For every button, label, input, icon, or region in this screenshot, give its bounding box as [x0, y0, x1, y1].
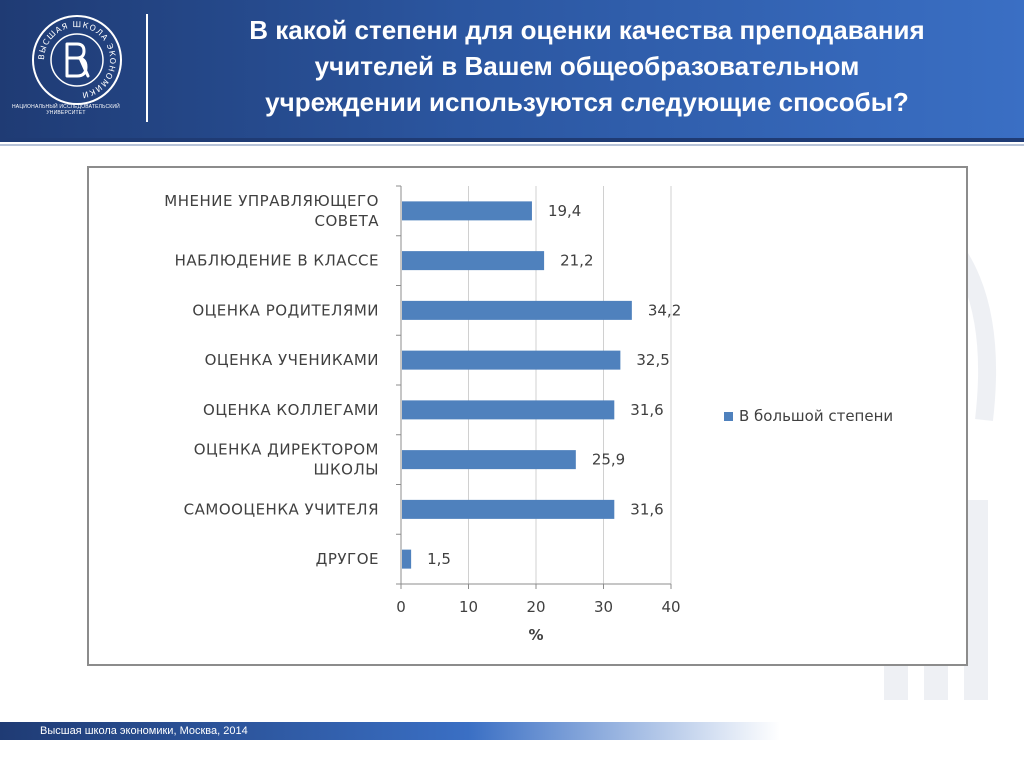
footer-bar	[0, 722, 780, 740]
category-label: ОЦЕНКА ДИРЕКТОРОМ ШКОЛЫ	[194, 441, 379, 479]
category-label: ОЦЕНКА КОЛЛЕГАМИ	[203, 401, 379, 419]
category-label-line: МНЕНИЕ УПРАВЛЯЮЩЕГО	[164, 192, 379, 210]
bar	[402, 350, 621, 370]
category-label-line: САМООЦЕНКА УЧИТЕЛЯ	[184, 500, 379, 518]
x-tick-label: 10	[459, 598, 478, 616]
category-label-line: ОЦЕНКА УЧЕНИКАМИ	[205, 351, 379, 369]
title-line: В какой степени для оценки качества преп…	[249, 15, 925, 45]
x-tick-label: 20	[526, 598, 545, 616]
bar-value-label: 31,6	[630, 500, 663, 518]
bar-value-label: 21,2	[560, 252, 593, 270]
title-line: учреждении используются следующие способ…	[265, 87, 909, 117]
header-divider	[146, 14, 148, 122]
page-title: В какой степени для оценки качества преп…	[150, 12, 1024, 120]
legend-swatch	[724, 412, 733, 421]
header-underline-light	[0, 144, 1024, 146]
header-banner	[0, 0, 1024, 138]
bar	[402, 450, 576, 470]
bar	[402, 300, 632, 320]
x-tick-label: 0	[396, 598, 406, 616]
bar-chart: 0 10 20 30 40% МНЕНИЕ УПРАВЛЯЮЩЕГО СОВЕТА 19,4 Н…	[164, 185, 893, 644]
legend-label: В большой степени	[739, 407, 893, 425]
chart-container: 0 10 20 30 40% МНЕНИЕ УПРАВЛЯЮЩЕГО СОВЕТА 19,4 Н…	[87, 166, 968, 666]
x-tick-label: 40	[661, 598, 680, 616]
category-label: МНЕНИЕ УПРАВЛЯЮЩЕГО СОВЕТА	[164, 192, 379, 230]
bar-value-label: 19,4	[548, 202, 581, 220]
category-label: САМООЦЕНКА УЧИТЕЛЯ	[184, 500, 379, 518]
category-label: ДРУГОЕ	[316, 550, 379, 568]
header-underline	[0, 138, 1024, 142]
category-label-line: НАБЛЮДЕНИЕ В КЛАССЕ	[175, 252, 379, 270]
category-label-line: ОЦЕНКА ДИРЕКТОРОМ	[194, 441, 379, 459]
category-label: ОЦЕНКА УЧЕНИКАМИ	[205, 351, 379, 369]
category-label-line: ОЦЕНКА КОЛЛЕГАМИ	[203, 401, 379, 419]
logo-caption-line1: НАЦИОНАЛЬНЫЙ ИССЛЕДОВАТЕЛЬСКИЙ	[12, 104, 120, 110]
bar	[402, 549, 412, 569]
footer-text: Высшая школа экономики, Москва, 2014	[40, 725, 248, 737]
bar-value-label: 31,6	[630, 401, 663, 419]
logo-emblem-icon: ВЫСШАЯ ШКОЛА ЭКОНОМИКИ	[32, 15, 122, 105]
category-label-line: ШКОЛЫ	[313, 461, 379, 479]
category-label-line: ДРУГОЕ	[316, 550, 379, 568]
x-tick-label: 30	[594, 598, 613, 616]
bar-value-label: 32,5	[636, 351, 669, 369]
bar-value-label: 34,2	[648, 301, 681, 319]
bar	[402, 499, 615, 519]
bar	[402, 400, 615, 420]
bar-value-label: 25,9	[592, 451, 625, 469]
bar-value-label: 1,5	[427, 550, 451, 568]
x-axis-title: %	[528, 626, 543, 644]
bar	[402, 251, 545, 271]
category-label-line: ОЦЕНКА РОДИТЕЛЯМИ	[192, 301, 379, 319]
university-logo: ВЫСШАЯ ШКОЛА ЭКОНОМИКИ	[22, 10, 132, 130]
title-line: учителей в Вашем общеобразовательном	[314, 51, 860, 81]
logo-caption-line2: УНИВЕРСИТЕТ	[46, 110, 86, 116]
category-label: ОЦЕНКА РОДИТЕЛЯМИ	[192, 301, 379, 319]
logo-ring-text: ВЫСШАЯ ШКОЛА ЭКОНОМИКИ	[37, 20, 117, 100]
logo-caption: НАЦИОНАЛЬНЫЙ ИССЛЕДОВАТЕЛЬСКИЙ УНИВЕРСИТ…	[4, 104, 128, 116]
category-label-line: СОВЕТА	[315, 212, 380, 230]
bar	[402, 201, 532, 221]
category-label: НАБЛЮДЕНИЕ В КЛАССЕ	[175, 252, 379, 270]
